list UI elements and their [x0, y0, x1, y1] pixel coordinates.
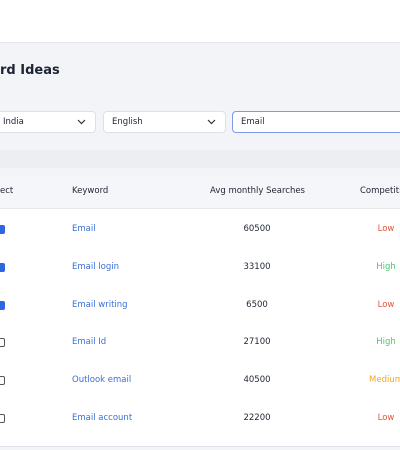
country-value: India	[3, 117, 24, 127]
keyword[interactable]: Email login	[72, 261, 119, 272]
keyword[interactable]: Email account	[72, 413, 133, 423]
keyword[interactable]: Email writing	[72, 299, 128, 310]
chevron	[207, 119, 216, 125]
row-checkbox[interactable]	[0, 262, 5, 272]
competition: Low	[377, 413, 395, 423]
page-title: rd Ideas	[0, 63, 60, 78]
avg-searches: 27100	[243, 337, 271, 348]
avg-searches: 60500	[243, 224, 271, 234]
keyword-table: ect Keyword Avg monthly Searches Competi…	[0, 175, 400, 447]
competition: Low	[377, 224, 395, 234]
column-header: Keyword	[72, 186, 109, 196]
competition: Medium	[369, 375, 400, 386]
row-checkbox[interactable]	[0, 338, 5, 348]
avg-searches: 33100	[243, 261, 271, 272]
competition: Low	[377, 299, 395, 310]
country-select[interactable]: India	[0, 111, 96, 133]
competition: High	[376, 337, 396, 348]
competition: High	[376, 261, 396, 272]
table-header: ect Keyword Avg monthly Searches Competi…	[0, 175, 400, 209]
column-header: Avg monthly Searches	[210, 186, 305, 196]
row-checkbox[interactable]	[0, 414, 5, 423]
keyword[interactable]: Outlook email	[72, 375, 132, 386]
section-band	[0, 150, 400, 168]
column-header: Competiti	[360, 186, 400, 196]
top-bar	[0, 0, 400, 43]
avg-searches: 40500	[243, 375, 271, 386]
column-header: ect	[0, 186, 14, 196]
search-value: Email	[241, 117, 265, 127]
row-checkbox[interactable]	[0, 300, 5, 310]
row-checkbox[interactable]	[0, 225, 5, 234]
keyword[interactable]: Email	[72, 224, 96, 234]
language-value: English	[112, 117, 143, 127]
keyword[interactable]: Email Id	[72, 337, 107, 348]
chevron	[77, 119, 86, 125]
language-select[interactable]: English	[103, 111, 226, 133]
avg-searches: 6500	[246, 299, 268, 310]
row-checkbox[interactable]	[0, 376, 5, 386]
avg-searches: 22200	[243, 413, 271, 423]
search-input[interactable]: Email	[232, 111, 400, 133]
